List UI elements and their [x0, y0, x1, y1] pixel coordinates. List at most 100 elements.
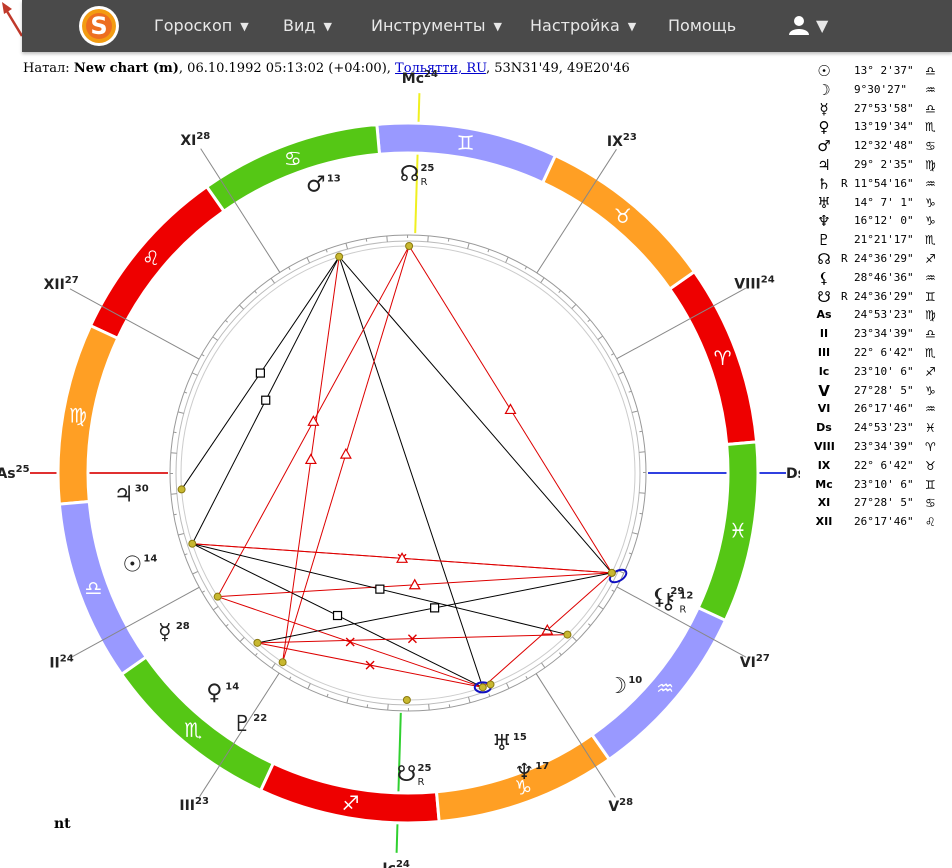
venus-icon: ♀ — [206, 680, 222, 705]
zodiac-sign-icon: ♈ — [925, 439, 936, 454]
degree-tick — [587, 623, 591, 627]
zodiac-sign-icon: ♊ — [457, 131, 475, 155]
sextile-aspect-icon — [365, 660, 375, 670]
degree-tick — [467, 696, 471, 703]
planet-symbol-icon: VI — [817, 402, 831, 416]
degree-tick — [447, 238, 450, 242]
planet-degree-label: 30 — [135, 484, 149, 495]
zodiac-sign-icon: ♋ — [284, 146, 302, 170]
degree-tick — [639, 451, 646, 453]
mars-icon: ♂ — [306, 172, 326, 197]
menu-help[interactable]: Помощь — [668, 0, 736, 52]
zodiac-sign-icon: ♏ — [184, 718, 202, 742]
planet-row: Ic 23°10' 6" ♐ — [812, 363, 952, 382]
square-aspect-icon — [375, 584, 385, 594]
degree-tick — [192, 570, 199, 575]
planet-row: ⚸ 28°46'36" ♒ — [812, 269, 952, 288]
chevron-down-icon: ▼ — [493, 20, 502, 33]
chevron-down-icon: ▼ — [627, 20, 637, 33]
user-menu[interactable]: ▼ — [788, 0, 838, 52]
chart-place-link[interactable]: Тольятти, RU — [395, 61, 486, 76]
house-label: IX23 — [607, 132, 637, 150]
menu-label: Настройка — [530, 16, 620, 35]
house-cusp-line — [535, 673, 616, 798]
planet-position: 14° 7' 1" — [854, 195, 914, 209]
retrograde-label: R — [420, 177, 427, 188]
house-label: Ic24 — [382, 859, 409, 868]
degree-tick — [173, 431, 177, 434]
menu-settings[interactable]: Настройка ▼ — [530, 0, 636, 52]
planet-dot — [213, 592, 222, 601]
app-logo[interactable]: S — [78, 5, 120, 47]
degree-tick — [559, 652, 562, 656]
degree-tick — [366, 704, 369, 708]
chevron-down-icon: ▼ — [816, 16, 829, 35]
zodiac-sign-icon: ♒ — [925, 176, 936, 191]
zodiac-ring: ♈ ♉ ♊ ♋ ♌ ♍ ♎ ♏ ♐ ♑ ♒ ♓ — [56, 121, 760, 825]
planet-row: ♅ 14° 7' 1" ♑ — [812, 194, 952, 213]
degree-tick — [505, 256, 509, 263]
zodiac-sign-icon: ♈ — [714, 346, 732, 370]
house-numeral: As — [0, 466, 16, 482]
degree-tick — [639, 492, 646, 494]
planet-degree-label: 17 — [535, 761, 549, 772]
planet-row: ☊ R 24°36'29" ♐ — [812, 250, 952, 269]
chevron-down-icon: ▼ — [323, 20, 332, 33]
zodiac-sign-icon: ♐ — [925, 251, 936, 266]
planet-dot — [177, 485, 186, 494]
planet-dot — [278, 658, 287, 667]
house-label: II24 — [49, 654, 73, 672]
house-degree: 25 — [16, 464, 30, 475]
zodiac-sign-icon: ♋ — [925, 139, 936, 154]
house-label: VI27 — [740, 653, 770, 671]
house-numeral: VIII — [734, 276, 760, 292]
planet-dot — [335, 252, 344, 261]
planet-row: Ds 24°53'23" ♓ — [812, 419, 952, 438]
degree-tick — [225, 319, 229, 323]
lilith-icon: ⚸ — [651, 585, 667, 610]
planet-dot — [486, 680, 495, 689]
planet-position: 23°34'39" — [854, 439, 914, 453]
house-degree: 28 — [619, 797, 633, 808]
planet-dot — [478, 683, 487, 692]
planet-position: 24°36'29" — [854, 289, 914, 303]
menu-horoscope[interactable]: Гороскоп ▼ — [154, 0, 249, 52]
house-label: Mc24 — [402, 69, 438, 87]
planet-dot — [253, 638, 262, 647]
house-degree: 24 — [424, 69, 438, 80]
degree-tick — [639, 512, 643, 515]
degree-tick — [213, 606, 219, 611]
menu-label: Помощь — [668, 16, 737, 35]
neptune-icon: ♆ — [514, 760, 534, 785]
chiron-icon: ⚷ — [660, 590, 676, 615]
planet-position: 23°34'39" — [854, 327, 914, 341]
planet-symbol-icon: ☽ — [817, 80, 831, 99]
angle-axes — [30, 93, 786, 853]
menu-label: Вид — [283, 16, 316, 35]
degree-tick — [173, 513, 177, 516]
menu-view[interactable]: Вид ▼ — [283, 0, 332, 52]
zodiac-sign-icon: ♉ — [614, 204, 632, 228]
planet-position: 21°21'17" — [854, 233, 914, 247]
chevron-down-icon: ▼ — [240, 20, 249, 33]
planet-degree-label: 25 — [420, 163, 434, 174]
house-label: XI28 — [180, 131, 210, 149]
planet-degree-label: 28 — [176, 621, 190, 632]
planet-degree-label: 25 — [418, 763, 432, 774]
aspect-line-conjunction — [338, 256, 484, 688]
degree-tick — [346, 697, 349, 704]
planet-row: II 23°34'39" ♎ — [812, 325, 952, 344]
house-degree: 23 — [195, 796, 209, 807]
degree-tick — [239, 637, 245, 642]
planet-degree-label: 10 — [628, 675, 642, 686]
aspect-line-conjunction — [338, 256, 613, 574]
zodiac-sign-icon: ♐ — [925, 364, 936, 379]
house-degree: 28 — [196, 131, 210, 142]
degree-tick — [177, 411, 184, 414]
planet-row: ☉ 13° 2'37" ♎ — [812, 62, 952, 81]
menu-tools[interactable]: Инструменты ▼ — [371, 0, 502, 52]
degree-tick — [617, 371, 624, 376]
house-label: XII27 — [44, 275, 79, 293]
planet-position: 12°32'48" — [854, 139, 914, 153]
zodiac-sign-icon: ♎ — [925, 64, 936, 78]
